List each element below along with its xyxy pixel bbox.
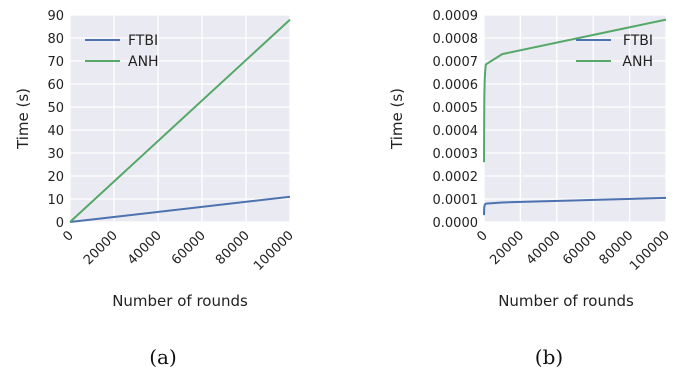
y-tick-label: 30 [47,147,64,162]
y-axis-label: Time (s) [14,88,32,150]
y-tick-label: 0.0009 [433,9,479,24]
x-tick-label: 40000 [125,228,165,268]
x-tick-label: 0 [474,228,490,244]
y-tick-label: 50 [47,101,64,116]
chart-panel-a: 0 10 20 30 40 50 60 70 80 90 0 20000 40000 60000 80000… [14,9,297,369]
y-tick-label: 40 [47,124,64,139]
x-axis-label: Number of rounds [498,292,634,310]
y-tick-label: 70 [47,55,64,70]
plot-background [484,15,666,222]
series-line-ftbi [69,195,291,223]
legend-label-ftbi: FTBI [128,33,158,49]
y-tick-label: 0.0006 [433,78,479,93]
legend-label-anh: ANH [128,54,159,70]
x-tick-label: 0 [60,228,76,244]
y-tick-label: 0.0004 [433,124,479,139]
y-tick-label: 10 [47,193,64,208]
panel-caption: (b) [535,345,563,369]
y-tick-label: 0 [56,216,64,231]
series-line-anh [483,18,667,163]
x-tick-label: 100000 [251,228,297,274]
y-tick-label: 20 [47,170,64,185]
x-tick-label: 60000 [560,228,600,268]
y-tick-label: 0.0008 [433,32,479,47]
y-tick-label: 60 [47,78,64,93]
x-tick-label: 60000 [169,228,209,268]
legend-label-ftbi: FTBI [623,33,653,49]
x-axis-label: Number of rounds [112,292,248,310]
x-tick-label: 80000 [213,228,253,268]
y-tick-label: 0.0001 [433,193,479,208]
y-tick-label: 0.0000 [433,216,479,231]
x-tick-label: 20000 [81,228,121,268]
y-tick-label: 0.0007 [433,55,479,70]
y-tick-label: 90 [47,9,64,24]
y-tick-label: 80 [47,32,64,47]
y-tick-label: 0.0002 [433,170,479,185]
y-tick-label: 0.0005 [433,101,479,116]
x-tick-label: 100000 [627,228,673,274]
legend-label-anh: ANH [622,54,653,70]
panel-caption: (a) [149,345,177,369]
x-tick-label: 40000 [524,228,564,268]
series-line-anh [69,18,291,223]
y-axis-label: Time (s) [388,88,406,150]
chart-panel-b: 0.0000 0.0001 0.0002 0.0003 0.0004 0.0005 0.00… [388,9,673,369]
x-tick-label: 20000 [487,228,527,268]
y-tick-label: 0.0003 [433,147,479,162]
series-line-ftbi [483,196,667,216]
